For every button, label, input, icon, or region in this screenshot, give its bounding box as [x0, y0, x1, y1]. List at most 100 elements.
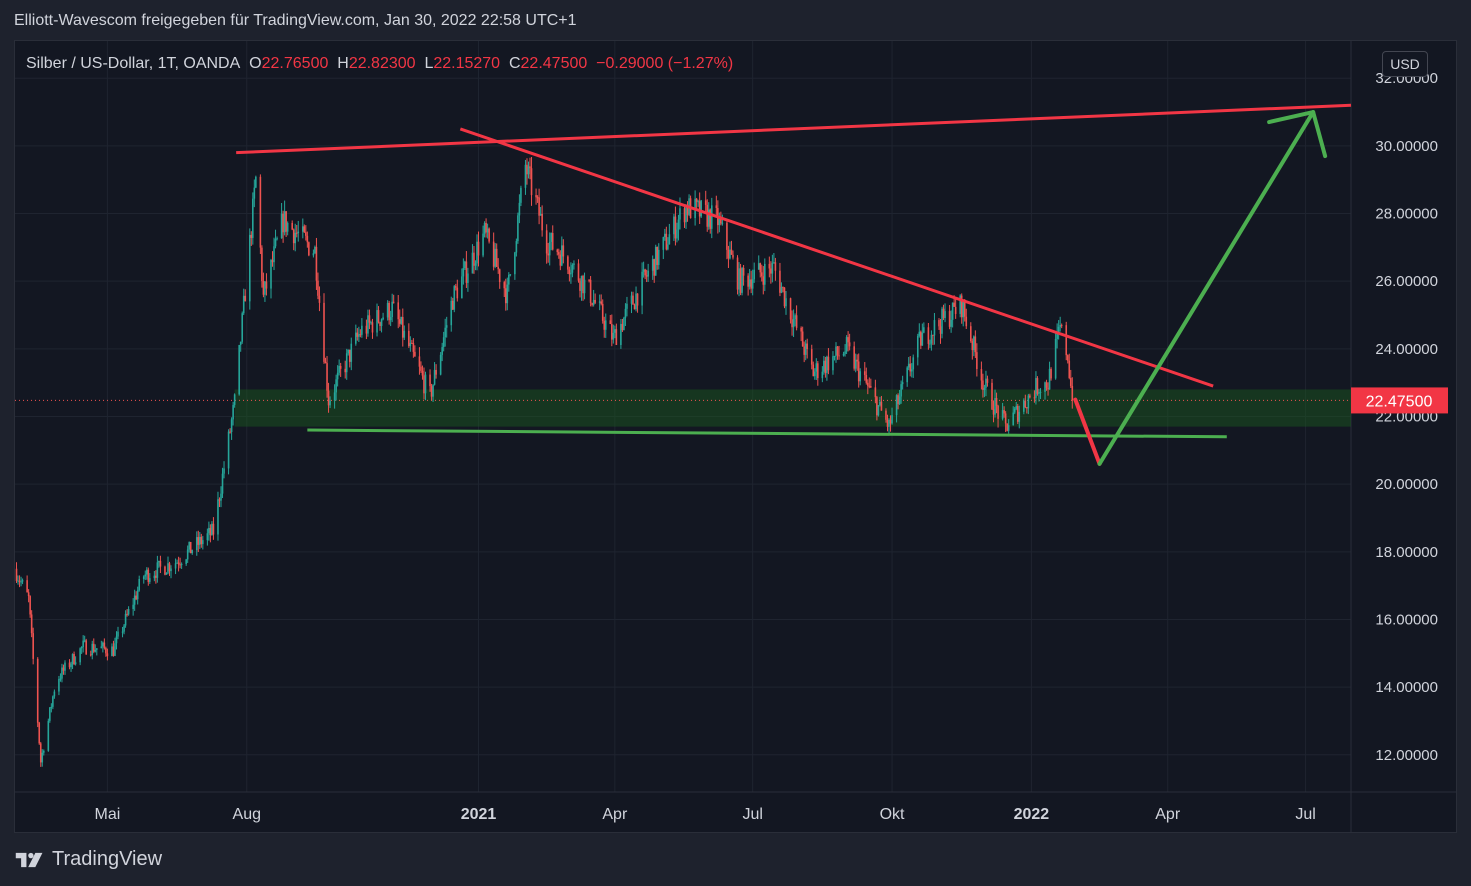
candle-body[interactable] — [518, 202, 521, 216]
candle-body[interactable] — [721, 222, 724, 224]
candle-body[interactable] — [1068, 360, 1071, 378]
candle-body[interactable] — [524, 164, 527, 188]
candle-body[interactable] — [1003, 410, 1005, 414]
candle-body[interactable] — [371, 322, 374, 333]
candle-body[interactable] — [732, 254, 734, 258]
candle-body[interactable] — [970, 326, 972, 342]
candle-body[interactable] — [429, 374, 431, 387]
candle-body[interactable] — [707, 209, 710, 227]
candle-body[interactable] — [980, 369, 983, 381]
candle-body[interactable] — [188, 541, 190, 550]
candle-body[interactable] — [835, 346, 837, 356]
candle-body[interactable] — [876, 397, 878, 416]
candle-body[interactable] — [676, 229, 678, 239]
candle-body[interactable] — [291, 222, 293, 230]
candle-body[interactable] — [464, 261, 466, 269]
candle-body[interactable] — [233, 394, 236, 405]
candle-body[interactable] — [916, 335, 919, 358]
candle-body[interactable] — [450, 300, 453, 326]
candle-body[interactable] — [965, 316, 968, 327]
candle-body[interactable] — [185, 559, 187, 564]
candle-body[interactable] — [498, 269, 501, 283]
candle-body[interactable] — [471, 252, 474, 274]
candle-body[interactable] — [412, 343, 415, 352]
candle-body[interactable] — [645, 275, 648, 277]
candle-body[interactable] — [165, 572, 168, 575]
candle-body[interactable] — [367, 315, 369, 334]
candle-body[interactable] — [623, 317, 625, 331]
projection-line[interactable] — [1073, 397, 1102, 466]
candle-body[interactable] — [1027, 395, 1030, 409]
candle-body[interactable] — [930, 334, 933, 344]
candle-body[interactable] — [598, 301, 601, 303]
candle-body[interactable] — [467, 273, 469, 283]
candle-body[interactable] — [355, 332, 357, 344]
candle-body[interactable] — [80, 646, 83, 649]
candle-body[interactable] — [530, 168, 533, 196]
candle-body[interactable] — [668, 234, 671, 245]
candle-body[interactable] — [656, 246, 659, 265]
candle-body[interactable] — [20, 581, 22, 583]
candle-body[interactable] — [1047, 387, 1049, 390]
candle-body[interactable] — [286, 222, 289, 232]
candle-body[interactable] — [695, 198, 698, 202]
candle-body[interactable] — [79, 648, 81, 663]
candle-body[interactable] — [1024, 400, 1027, 408]
candle-body[interactable] — [792, 318, 795, 328]
candle-body[interactable] — [838, 355, 840, 357]
candle-body[interactable] — [506, 284, 509, 304]
candle-body[interactable] — [718, 218, 721, 226]
candle-body[interactable] — [1038, 392, 1040, 394]
candle-body[interactable] — [61, 667, 63, 679]
candle-body[interactable] — [179, 564, 181, 566]
candle-body[interactable] — [535, 195, 537, 198]
candle-body[interactable] — [674, 216, 677, 239]
candle-body[interactable] — [736, 257, 739, 290]
candle-body[interactable] — [423, 375, 425, 394]
candle-body[interactable] — [644, 269, 646, 276]
candle-body[interactable] — [159, 560, 162, 567]
candle-body[interactable] — [430, 386, 433, 397]
candle-body[interactable] — [74, 662, 77, 665]
candle-body[interactable] — [751, 279, 754, 289]
candle-body[interactable] — [398, 319, 401, 324]
candle-body[interactable] — [547, 253, 549, 256]
candle-body[interactable] — [526, 164, 528, 175]
candle-body[interactable] — [983, 387, 986, 390]
candle-body[interactable] — [920, 331, 922, 346]
candle-body[interactable] — [220, 493, 222, 501]
candle-body[interactable] — [1016, 406, 1019, 422]
candle-body[interactable] — [102, 642, 104, 647]
candle-body[interactable] — [482, 233, 484, 256]
candle-body[interactable] — [577, 263, 580, 281]
candle-body[interactable] — [706, 204, 709, 227]
candle-body[interactable] — [202, 540, 204, 545]
candle-body[interactable] — [70, 664, 72, 668]
candle-body[interactable] — [591, 302, 593, 305]
candle-body[interactable] — [265, 281, 268, 289]
candle-body[interactable] — [200, 536, 203, 545]
candle-body[interactable] — [259, 176, 262, 248]
candle-body[interactable] — [124, 613, 127, 626]
candle-body[interactable] — [514, 252, 516, 275]
candle-body[interactable] — [376, 310, 378, 333]
candle-body[interactable] — [350, 343, 353, 362]
candle-body[interactable] — [685, 205, 687, 223]
candle-body[interactable] — [727, 249, 730, 259]
candle-body[interactable] — [662, 237, 665, 250]
candle-body[interactable] — [633, 304, 636, 310]
candle-body[interactable] — [791, 319, 793, 328]
candle-body[interactable] — [854, 359, 857, 369]
candle-body[interactable] — [580, 275, 583, 291]
candle-body[interactable] — [909, 363, 912, 372]
candle-body[interactable] — [550, 233, 553, 242]
candle-body[interactable] — [71, 654, 74, 665]
candle-body[interactable] — [379, 322, 381, 327]
candle-body[interactable] — [942, 308, 945, 318]
candle-body[interactable] — [857, 361, 860, 382]
candle-body[interactable] — [250, 234, 253, 238]
candle-body[interactable] — [720, 218, 722, 224]
candle-body[interactable] — [94, 649, 97, 652]
candle-body[interactable] — [823, 360, 825, 372]
candle-body[interactable] — [136, 590, 139, 600]
